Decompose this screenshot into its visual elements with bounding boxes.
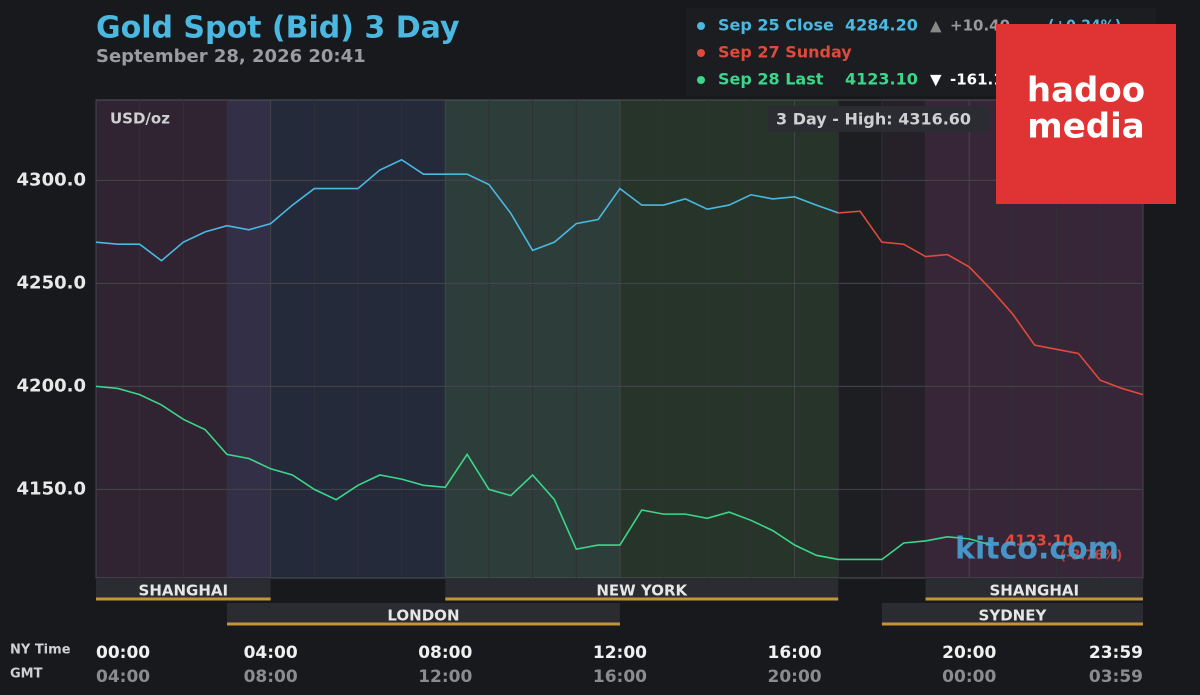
legend-dot (697, 22, 705, 30)
x-tick-label: 20:00 (942, 643, 996, 663)
session-band (226, 603, 620, 625)
brand-text: hadoo (1027, 71, 1145, 111)
price-line (95, 158, 839, 262)
brand-text: media (1027, 107, 1144, 147)
session-band (445, 578, 839, 600)
legend-value: 4123.10 (845, 70, 918, 89)
x-tick-label: 08:00 (418, 643, 472, 663)
legend-name: Sep 27 Sunday (718, 43, 852, 62)
session-band (925, 578, 1143, 600)
y-tick-label: 4250.0 (17, 272, 86, 293)
unit-label: USD/oz (110, 110, 170, 128)
last-label: 4123.10 (1005, 532, 1073, 550)
chart-subtitle: September 28, 2026 20:41 (96, 46, 366, 67)
price-line (95, 385, 992, 561)
x2-tick-label: 12:00 (418, 667, 472, 687)
high-label: 3 Day - High: 4316.60 (776, 110, 971, 129)
y-tick-label: 4150.0 (17, 478, 86, 499)
session-label: SHANGHAI (989, 582, 1079, 600)
x2-tick-label: 04:00 (96, 667, 150, 687)
last-change: (-3.76%) (1060, 549, 1122, 564)
x-tick-label: 23:59 (1089, 643, 1143, 663)
high-bg (768, 106, 990, 132)
x-axis-name: NY Time (10, 643, 71, 658)
price-line (838, 210, 1144, 396)
legend-name: Sep 25 Close (718, 16, 834, 35)
watermark: kitco.com (955, 532, 1119, 567)
session-shade (445, 100, 839, 578)
x2-axis-name: GMT (10, 667, 43, 682)
session-shade (226, 100, 620, 578)
x-tick-label: 00:00 (96, 643, 150, 663)
x2-tick-label: 20:00 (768, 667, 822, 687)
legend-arrow: ▼ (930, 71, 942, 89)
session-band (96, 578, 271, 600)
legend-dot (697, 76, 705, 84)
x-tick-label: 04:00 (244, 643, 298, 663)
x2-tick-label: 00:00 (942, 667, 996, 687)
legend-dot (697, 49, 705, 57)
legend-name: Sep 28 Last (718, 70, 824, 89)
legend-arrow: ▲ (930, 17, 942, 35)
session-label: SHANGHAI (139, 582, 229, 600)
x-tick-label: 16:00 (768, 643, 822, 663)
x2-tick-label: 08:00 (244, 667, 298, 687)
chart-title: Gold Spot (Bid) 3 Day (96, 11, 460, 46)
x-tick-label: 12:00 (593, 643, 647, 663)
legend-value: 4284.20 (845, 16, 918, 35)
y-tick-label: 4300.0 (17, 169, 86, 190)
session-band (881, 603, 1143, 625)
session-label: LONDON (387, 607, 459, 625)
session-label: NEW YORK (596, 582, 688, 600)
legend-change: +10.40 (950, 17, 1010, 35)
y-tick-label: 4200.0 (17, 375, 86, 396)
brand-box (996, 24, 1176, 204)
x2-tick-label: 03:59 (1089, 667, 1143, 687)
session-label: SYDNEY (979, 607, 1048, 625)
x2-tick-label: 16:00 (593, 667, 647, 687)
